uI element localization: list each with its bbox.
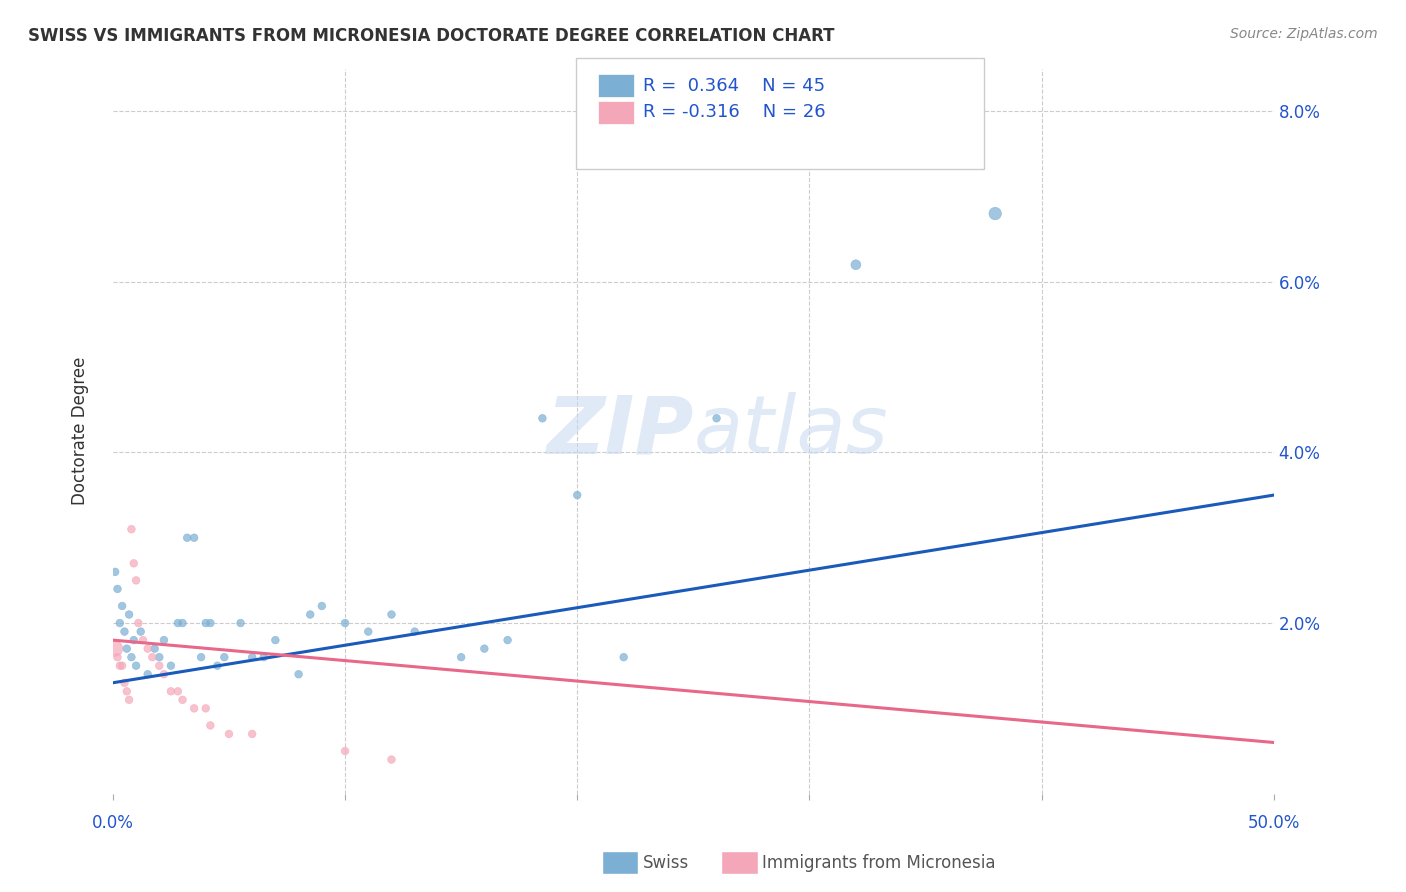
Text: SWISS VS IMMIGRANTS FROM MICRONESIA DOCTORATE DEGREE CORRELATION CHART: SWISS VS IMMIGRANTS FROM MICRONESIA DOCT… [28, 27, 835, 45]
Text: Swiss: Swiss [643, 854, 689, 871]
Point [107, 650, 129, 665]
Text: Immigrants from Micronesia: Immigrants from Micronesia [762, 854, 995, 871]
Point [200, 615, 222, 630]
Point [299, 607, 322, 622]
Point [176, 531, 198, 545]
Point [333, 744, 356, 758]
Point [104, 565, 127, 579]
Point [111, 599, 134, 613]
Point [172, 615, 194, 630]
Text: R = -0.316    N = 26: R = -0.316 N = 26 [643, 103, 825, 121]
Text: ZIP: ZIP [546, 392, 693, 470]
Point [108, 658, 131, 673]
Point [474, 641, 496, 656]
Point [115, 684, 138, 698]
Point [287, 667, 309, 681]
Point [311, 599, 333, 613]
Point [114, 675, 136, 690]
Point [207, 658, 229, 673]
Text: 50.0%: 50.0% [1247, 814, 1301, 832]
Point [214, 650, 236, 665]
Point [183, 531, 205, 545]
Point [496, 633, 519, 648]
Text: R =  0.364    N = 45: R = 0.364 N = 45 [643, 77, 825, 95]
Point [125, 658, 148, 673]
Point [132, 633, 155, 648]
Point [229, 615, 252, 630]
Point [120, 650, 142, 665]
Point [404, 624, 426, 639]
Point [136, 667, 159, 681]
Point [153, 667, 176, 681]
Point [194, 701, 217, 715]
Point [845, 258, 868, 272]
Point [167, 615, 190, 630]
Point [183, 701, 205, 715]
Point [148, 658, 170, 673]
Point [122, 557, 145, 571]
Point [240, 727, 263, 741]
Point [333, 615, 356, 630]
Point [104, 641, 127, 656]
Point [190, 650, 212, 665]
Point [143, 641, 166, 656]
Point [148, 650, 170, 665]
Point [118, 693, 141, 707]
Point [264, 633, 287, 648]
Point [114, 624, 136, 639]
Point [984, 206, 1007, 220]
Point [153, 633, 176, 648]
Point [613, 650, 636, 665]
Point [194, 615, 217, 630]
Text: atlas: atlas [693, 392, 889, 470]
Point [120, 522, 142, 536]
Point [125, 574, 148, 588]
Point [200, 718, 222, 732]
Point [129, 624, 152, 639]
Point [240, 650, 263, 665]
Point [706, 411, 728, 425]
Point [160, 684, 183, 698]
Point [115, 641, 138, 656]
Point [218, 727, 240, 741]
Text: Source: ZipAtlas.com: Source: ZipAtlas.com [1230, 27, 1378, 41]
Point [160, 658, 183, 673]
Point [450, 650, 472, 665]
Point [127, 615, 149, 630]
Point [253, 650, 276, 665]
Point [107, 582, 129, 596]
Point [122, 633, 145, 648]
Point [567, 488, 589, 502]
Point [136, 641, 159, 656]
Point [111, 658, 134, 673]
Y-axis label: Doctorate Degree: Doctorate Degree [72, 357, 89, 505]
Point [380, 607, 402, 622]
Point [141, 650, 163, 665]
Point [172, 693, 194, 707]
Point [118, 607, 141, 622]
Point [167, 684, 190, 698]
Point [108, 615, 131, 630]
Point [380, 753, 402, 767]
Text: 0.0%: 0.0% [91, 814, 134, 832]
Point [357, 624, 380, 639]
Point [531, 411, 554, 425]
